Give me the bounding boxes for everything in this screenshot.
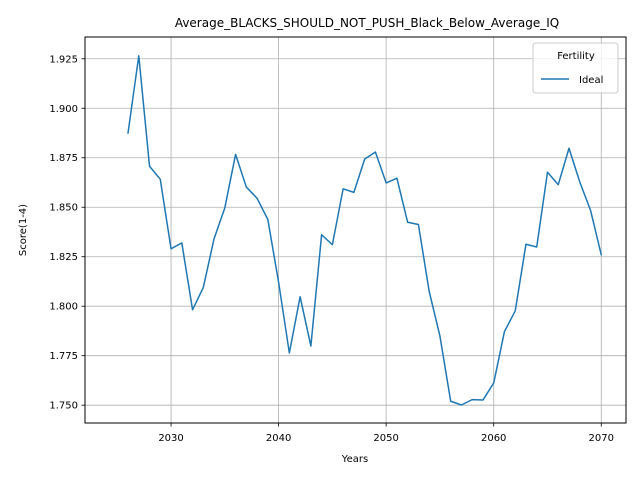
x-axis-label: Years — [341, 454, 368, 465]
y-tick-label: 1.925 — [49, 54, 78, 65]
legend-label-ideal: Ideal — [579, 75, 603, 86]
y-tick-label: 1.875 — [49, 153, 78, 164]
y-tick-label: 1.850 — [49, 203, 78, 214]
y-tick-label: 1.750 — [49, 401, 78, 412]
x-tick-label: 2030 — [158, 433, 183, 444]
y-tick-label: 1.900 — [49, 104, 78, 115]
chart-title: Average_BLACKS_SHOULD_NOT_PUSH_Black_Bel… — [175, 16, 559, 30]
y-axis-label: Score(1-4) — [18, 204, 29, 256]
y-tick-label: 1.800 — [49, 302, 78, 313]
y-tick-label: 1.825 — [49, 252, 78, 263]
legend: Fertility Ideal — [533, 43, 618, 93]
x-tick-label: 2070 — [589, 433, 614, 444]
x-tick-label: 2050 — [373, 433, 398, 444]
y-tick-label: 1.775 — [49, 351, 78, 362]
legend-title: Fertility — [557, 51, 595, 62]
x-tick-label: 2040 — [266, 433, 291, 444]
x-tick-label: 2060 — [481, 433, 506, 444]
